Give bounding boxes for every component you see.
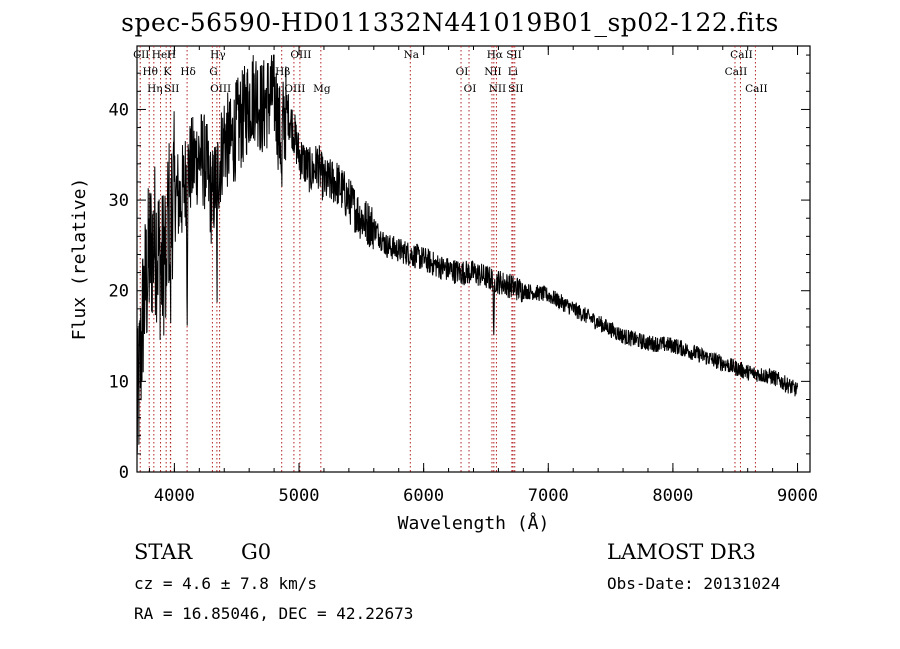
x-tick-label: 8000 xyxy=(652,486,693,506)
y-tick-label: 40 xyxy=(109,100,129,120)
y-tick-label: 20 xyxy=(109,282,129,302)
spectral-line-label: OIII xyxy=(290,49,311,61)
redshift-cz: cz = 4.6 ± 7.8 km/s xyxy=(134,574,318,593)
x-axis-label: Wavelength (Å) xyxy=(398,512,550,534)
spectral-line-label: OI xyxy=(464,83,477,95)
x-tick-label: 6000 xyxy=(403,486,444,506)
chart-title: spec-56590-HD011332N441019B01_sp02-122.f… xyxy=(121,8,779,37)
spectral-line-label: HeI xyxy=(152,49,172,61)
spectral-line-label: Hδ xyxy=(180,66,195,78)
y-tick-label: 30 xyxy=(109,191,129,211)
spectral-subclass: G0 xyxy=(241,540,272,564)
spectral-line-label: SII xyxy=(506,49,522,61)
coordinates: RA = 16.85046, DEC = 42.22673 xyxy=(134,604,414,623)
spectral-line-label: OIII xyxy=(284,83,305,95)
spectral-line-label: NII xyxy=(484,66,501,78)
y-tick-label: 10 xyxy=(109,372,129,392)
x-tick-label: 9000 xyxy=(777,486,818,506)
spectrum-series-line xyxy=(136,54,798,453)
spectral-line-label: Hθ xyxy=(142,66,157,78)
spectral-line-label: Hβ xyxy=(275,66,290,78)
x-tick-label: 4000 xyxy=(154,486,195,506)
spectral-line-label: OI xyxy=(456,66,469,78)
spectral-line-label: NII xyxy=(489,83,506,95)
spectral-line-label: CII xyxy=(133,49,149,61)
spectral-line-label: Hα xyxy=(487,49,503,61)
spectral-line-label: K xyxy=(163,66,171,78)
spectral-line-label: CaII xyxy=(725,66,748,78)
y-axis-label: Flux (relative) xyxy=(69,178,90,341)
object-class: STAR xyxy=(134,540,193,564)
survey-label: LAMOST DR3 xyxy=(607,540,756,564)
spectral-line-label: CaII xyxy=(745,83,768,95)
spectral-line-label: Mg xyxy=(313,83,331,95)
spectral-line-label: Na xyxy=(404,49,419,61)
spectral-line-label: SII xyxy=(508,83,524,95)
spectral-line-label: SII xyxy=(164,83,180,95)
x-tick-label: 5000 xyxy=(279,486,320,506)
spectral-line-label: G xyxy=(209,66,217,78)
spectral-line-label: OIII xyxy=(210,83,231,95)
spectral-line-label: Hη xyxy=(147,83,162,95)
spectral-line-label: Hγ xyxy=(210,49,225,61)
observation-date: Obs-Date: 20131024 xyxy=(607,574,781,593)
spectral-line-labels: CIIHθHηHeIKSIIHHδOIIIHγGOIIIOIIIHβMgNaOI… xyxy=(133,49,768,95)
x-tick-label: 7000 xyxy=(528,486,569,506)
spectral-line-label: CaII xyxy=(730,49,753,61)
y-tick-label: 0 xyxy=(119,463,129,483)
spectral-line-label: Li xyxy=(508,66,519,78)
spectral-line-label: H xyxy=(167,49,176,61)
